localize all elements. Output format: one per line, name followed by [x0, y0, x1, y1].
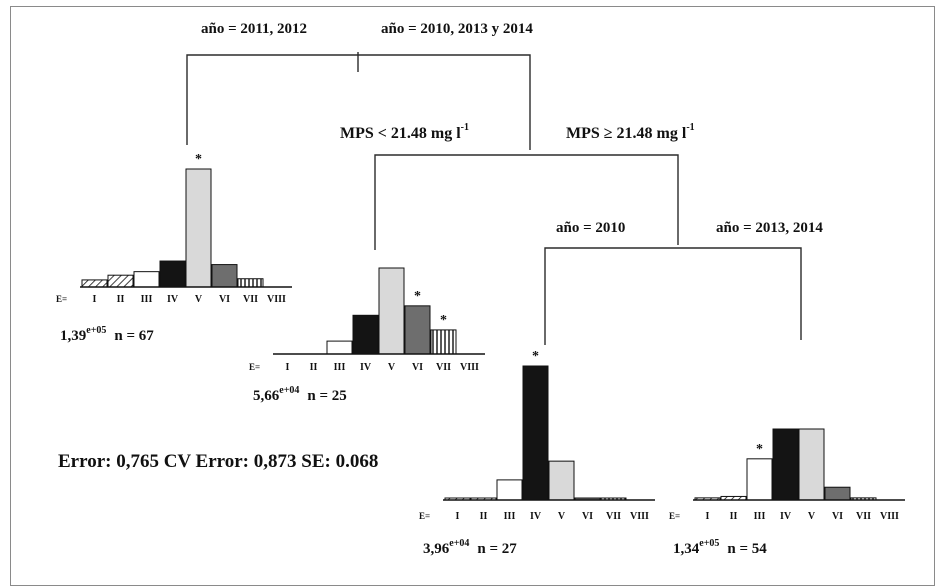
leaf-n: n = 67: [114, 328, 154, 344]
split-root-right: año = 2010, 2013 y 2014: [381, 21, 533, 37]
tick-label-V: V: [558, 511, 566, 522]
leaf-mean: 1,34: [673, 541, 700, 557]
split-anio-right: año = 2013, 2014: [716, 220, 823, 236]
bar-VII: [430, 329, 457, 355]
bar-III: [746, 458, 773, 501]
leaf-n: n = 27: [477, 541, 517, 557]
tick-label-III: III: [141, 294, 153, 305]
leaf-n: n = 54: [727, 541, 767, 557]
bar-III: [496, 479, 523, 501]
category-prefix: E=: [56, 294, 67, 304]
tick-label-V: V: [808, 511, 816, 522]
bar-VI: [404, 305, 431, 355]
tick-label-IV: IV: [167, 294, 179, 305]
leaf-mean-exponent: e+05: [86, 325, 106, 336]
edge-root-left: [186, 54, 531, 150]
bar-III: [326, 340, 353, 355]
tick-label-II: II: [310, 362, 318, 373]
leaf-mean-exponent: e+04: [279, 385, 299, 396]
leaf-stats: 3,96e+04 n = 27: [423, 538, 517, 557]
leaf-mean-exponent: e+05: [699, 538, 719, 549]
tick-label-II: II: [480, 511, 488, 522]
tick-label-VIII: VIII: [630, 511, 649, 522]
category-prefix: E=: [419, 511, 430, 521]
tick-label-IV: IV: [360, 362, 372, 373]
bar-V: [548, 460, 575, 501]
tick-label-VII: VII: [856, 511, 871, 522]
tick-label-VII: VII: [243, 294, 258, 305]
bar-I: [81, 279, 108, 288]
bar-IV: [159, 260, 186, 288]
tick-label-VII: VII: [606, 511, 621, 522]
category-prefix: E=: [669, 511, 680, 521]
tick-label-I: I: [286, 362, 290, 373]
regression-tree: año = 2011, 2012 año = 2010, 2013 y 2014…: [56, 21, 905, 557]
tick-label-VIII: VIII: [460, 362, 479, 373]
significance-marker: *: [440, 313, 447, 328]
tick-label-I: I: [93, 294, 97, 305]
bar-IV: [352, 314, 379, 355]
significance-marker: *: [195, 152, 202, 167]
tick-label-VI: VI: [832, 511, 843, 522]
leaf-mean: 1,39: [60, 328, 86, 344]
tree-edges: [186, 52, 802, 345]
bar-VI: [211, 264, 238, 288]
significance-marker: *: [532, 349, 539, 364]
tick-label-VIII: VIII: [267, 294, 286, 305]
significance-marker: *: [756, 442, 763, 457]
leaf-stats: 1,39e+05 n = 67: [60, 325, 154, 344]
tick-label-IV: IV: [530, 511, 542, 522]
leaf-mean-exponent: e+04: [449, 538, 469, 549]
bar-IV: [772, 428, 799, 501]
bar-VI: [824, 486, 851, 501]
bar-V: [798, 428, 825, 501]
tick-label-V: V: [388, 362, 396, 373]
edge-mps: [374, 154, 679, 250]
tick-label-VI: VI: [412, 362, 423, 373]
error-summary: Error: 0,765 CV Error: 0,873 SE: 0.068: [58, 451, 378, 472]
tick-label-IV: IV: [780, 511, 792, 522]
edge-anio: [544, 247, 802, 345]
leaf-mean: 3,96: [423, 541, 450, 557]
bar-IV: [522, 365, 549, 501]
tick-label-V: V: [195, 294, 203, 305]
tick-label-VII: VII: [436, 362, 451, 373]
bar-II: [107, 274, 134, 288]
leaf-mean: 5,66: [253, 388, 280, 404]
tick-label-III: III: [754, 511, 766, 522]
split-mps-left: MPS < 21.48 mg l-1: [340, 122, 469, 142]
tick-label-VIII: VIII: [880, 511, 899, 522]
leaf-stats: 5,66e+04 n = 25: [253, 385, 347, 404]
tick-label-I: I: [706, 511, 710, 522]
tick-label-III: III: [334, 362, 346, 373]
split-anio-left: año = 2010: [556, 220, 625, 236]
split-mps-right: MPS ≥ 21.48 mg l-1: [566, 122, 695, 142]
bar-III: [133, 271, 160, 288]
significance-marker: *: [414, 289, 421, 304]
tick-label-III: III: [504, 511, 516, 522]
leaf-n: n = 25: [307, 388, 346, 404]
bar-VII: [237, 278, 264, 288]
tick-label-II: II: [117, 294, 125, 305]
split-root-left: año = 2011, 2012: [201, 21, 307, 37]
tick-label-II: II: [730, 511, 738, 522]
bar-V: [378, 267, 405, 355]
tick-label-VI: VI: [219, 294, 230, 305]
tick-label-I: I: [456, 511, 460, 522]
category-prefix: E=: [249, 362, 260, 372]
bar-V: [185, 168, 212, 288]
tick-label-VI: VI: [582, 511, 593, 522]
leaf-stats: 1,34e+05 n = 54: [673, 538, 767, 557]
